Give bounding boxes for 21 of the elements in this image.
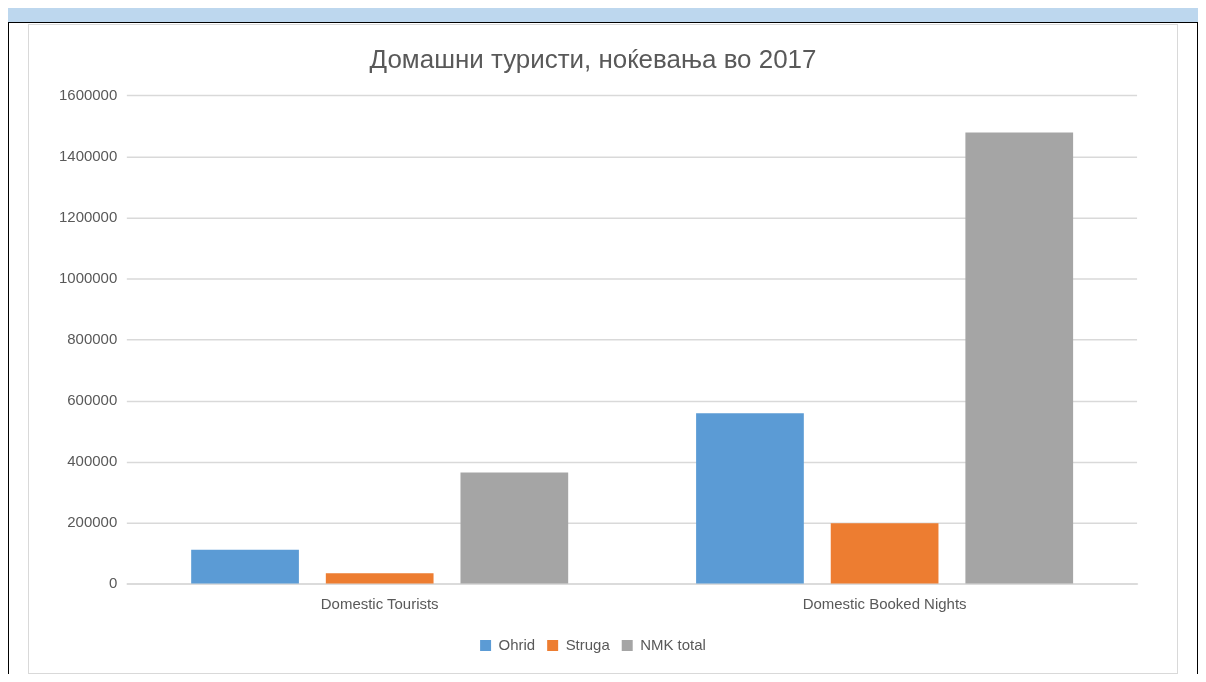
y-tick-label: 200000 — [67, 513, 118, 531]
y-tick-label: 1600000 — [58, 86, 118, 104]
bar — [696, 413, 804, 584]
y-tick-label: 1000000 — [58, 269, 118, 287]
bar — [460, 472, 569, 584]
chart-title: Домашни туристи, ноќевања во 2017 — [369, 44, 817, 73]
bar — [965, 132, 1074, 584]
y-tick-label: 800000 — [67, 330, 118, 348]
y-tick-label: 600000 — [67, 391, 118, 409]
legend-label: NMK total — [640, 635, 706, 653]
y-tick-label: 1200000 — [58, 208, 118, 226]
bar — [325, 573, 434, 584]
x-tick-label: Domestic Booked Nights — [802, 595, 967, 613]
x-tick-label: Domestic Tourists — [320, 595, 439, 613]
legend-label: Ohrid — [498, 635, 536, 653]
y-tick-label: 0 — [108, 574, 118, 592]
y-tick-label: 1400000 — [58, 147, 118, 165]
y-tick-label: 400000 — [67, 452, 118, 470]
bar — [830, 523, 939, 584]
legend-label: Struga — [565, 635, 611, 653]
bar — [191, 549, 299, 584]
